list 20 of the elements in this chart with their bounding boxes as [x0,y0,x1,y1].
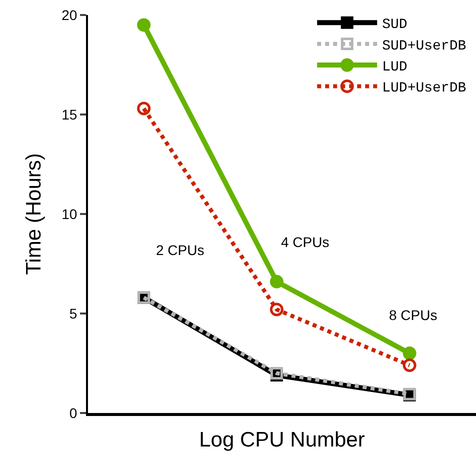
annotation: 2 CPUs [156,242,204,258]
legend-label: SUD [382,17,408,34]
legend-label: LUD [382,60,408,76]
y-tick-label: 15 [62,106,78,122]
point [270,274,284,288]
point [402,346,416,360]
point [402,358,416,372]
y-tick-label: 5 [69,305,78,322]
y-tick-label: 10 [62,206,78,222]
point [137,18,151,32]
y-tick-label: 20 [62,6,78,23]
point [137,102,151,116]
legend-label: SUD+UserDB [382,38,466,54]
legend-label: LUD+UserDB [382,80,466,97]
annotation: 4 CPUs [281,234,330,250]
y-tick-label: 0 [69,404,78,421]
annotation: 8 CPUs [389,307,438,323]
point [270,302,284,316]
x-axis-title: Log CPU Number [199,428,365,452]
y-axis-title: Time (Hours) [22,153,46,275]
